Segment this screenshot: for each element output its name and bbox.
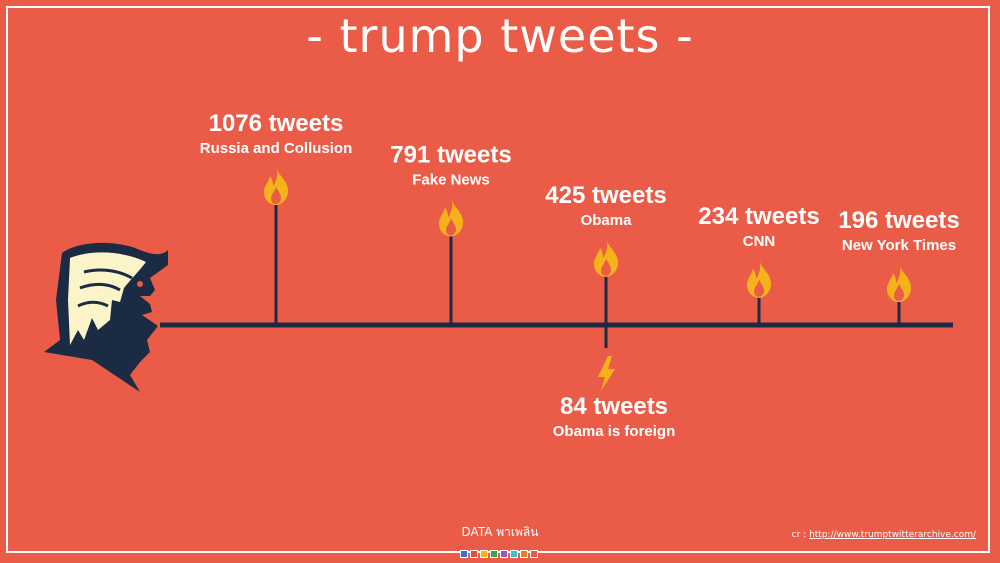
credit-label: DATA พาเพลิน: [461, 525, 539, 539]
source-link[interactable]: http://www.trumptwitterarchive.com/: [809, 530, 976, 540]
credit-color-bar: [460, 550, 538, 558]
source-prefix: cr :: [791, 530, 810, 540]
chart-title-wrap: - trump tweets -: [0, 6, 1000, 66]
below-count-label-0: 84 tweets: [560, 393, 668, 420]
count-label-2: 425 tweets: [545, 182, 666, 209]
topic-label-0: Russia and Collusion: [200, 140, 353, 157]
below-topic-label-0: Obama is foreign: [553, 423, 676, 440]
count-label-3: 234 tweets: [698, 203, 819, 230]
trump-face-icon: [44, 242, 168, 392]
flame-icon: [594, 240, 618, 277]
source-note: cr : http://www.trumptwitterarchive.com/: [792, 530, 976, 540]
lightning-icon: [598, 356, 615, 391]
flame-icon: [747, 261, 771, 298]
flame-icon: [887, 266, 911, 302]
topic-label-1: Fake News: [412, 171, 490, 188]
count-label-4: 196 tweets: [838, 207, 959, 234]
topic-label-2: Obama: [581, 212, 633, 229]
topic-label-4: New York Times: [842, 237, 956, 254]
flame-icon: [264, 169, 288, 205]
count-label-1: 791 tweets: [390, 141, 511, 168]
flame-icon: [439, 200, 463, 237]
topic-label-3: CNN: [743, 233, 776, 250]
chart-title: - trump tweets -: [298, 9, 702, 63]
slide-frame: [6, 6, 990, 553]
count-label-0: 1076 tweets: [209, 110, 344, 137]
